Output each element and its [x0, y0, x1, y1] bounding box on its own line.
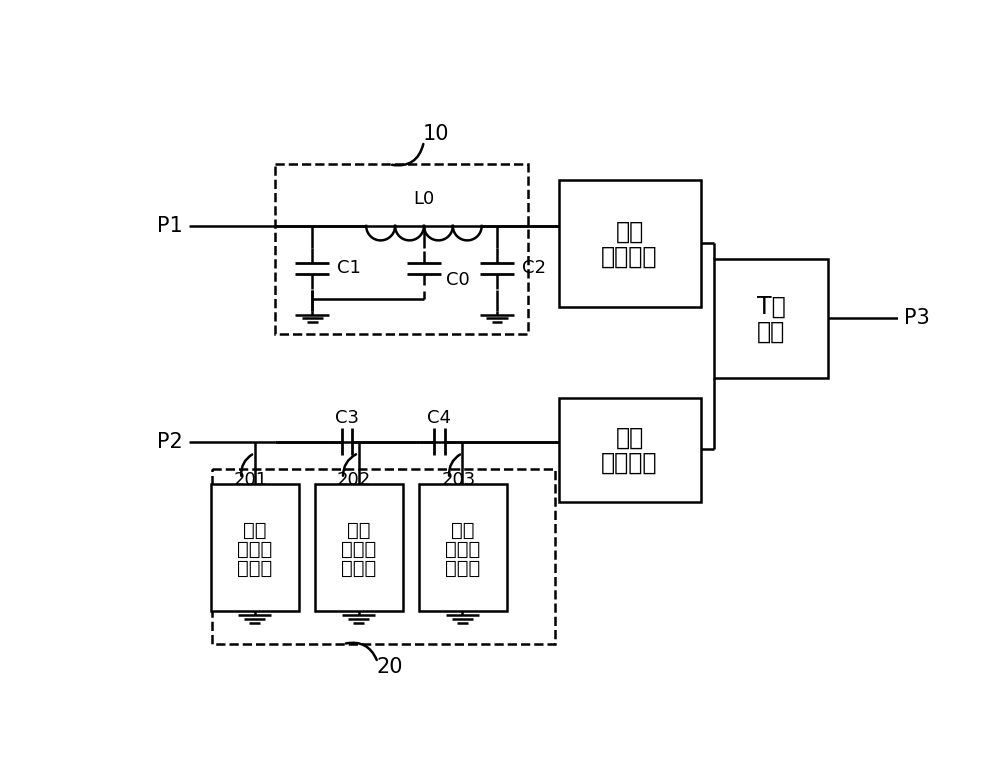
- Text: 第三: 第三: [451, 521, 474, 540]
- Text: P2: P2: [157, 432, 183, 451]
- Bar: [211, 484, 299, 611]
- Text: 谐振单元: 谐振单元: [601, 245, 658, 269]
- Text: C0: C0: [446, 271, 469, 289]
- Text: 第二: 第二: [347, 521, 370, 540]
- Bar: [212, 468, 555, 644]
- Text: T型: T型: [757, 295, 786, 318]
- Text: 第一: 第一: [615, 220, 644, 243]
- Bar: [559, 397, 701, 502]
- Text: 微带线: 微带线: [237, 540, 272, 559]
- Text: 子单元: 子单元: [341, 559, 376, 578]
- Text: P1: P1: [157, 216, 183, 236]
- Text: P3: P3: [904, 309, 930, 328]
- Text: 201: 201: [234, 471, 268, 489]
- Text: 子单元: 子单元: [237, 559, 272, 578]
- Text: 微带线: 微带线: [341, 540, 376, 559]
- Text: C3: C3: [335, 410, 359, 427]
- Text: 20: 20: [376, 657, 403, 677]
- Bar: [419, 484, 507, 611]
- Bar: [559, 180, 701, 307]
- Bar: [275, 164, 528, 334]
- Text: C1: C1: [337, 259, 361, 277]
- Text: 谐振单元: 谐振单元: [601, 451, 658, 475]
- Bar: [315, 484, 403, 611]
- Text: C2: C2: [522, 259, 546, 277]
- Text: 第二: 第二: [615, 426, 644, 450]
- Text: 子单元: 子单元: [445, 559, 480, 578]
- Text: 微带线: 微带线: [445, 540, 480, 559]
- Text: 第一: 第一: [243, 521, 266, 540]
- Text: 203: 203: [442, 471, 476, 489]
- Bar: [714, 259, 828, 378]
- Text: L0: L0: [413, 190, 435, 208]
- Text: C4: C4: [427, 410, 451, 427]
- Text: 合路: 合路: [757, 320, 785, 344]
- Text: 10: 10: [422, 124, 449, 144]
- Text: 202: 202: [337, 471, 371, 489]
